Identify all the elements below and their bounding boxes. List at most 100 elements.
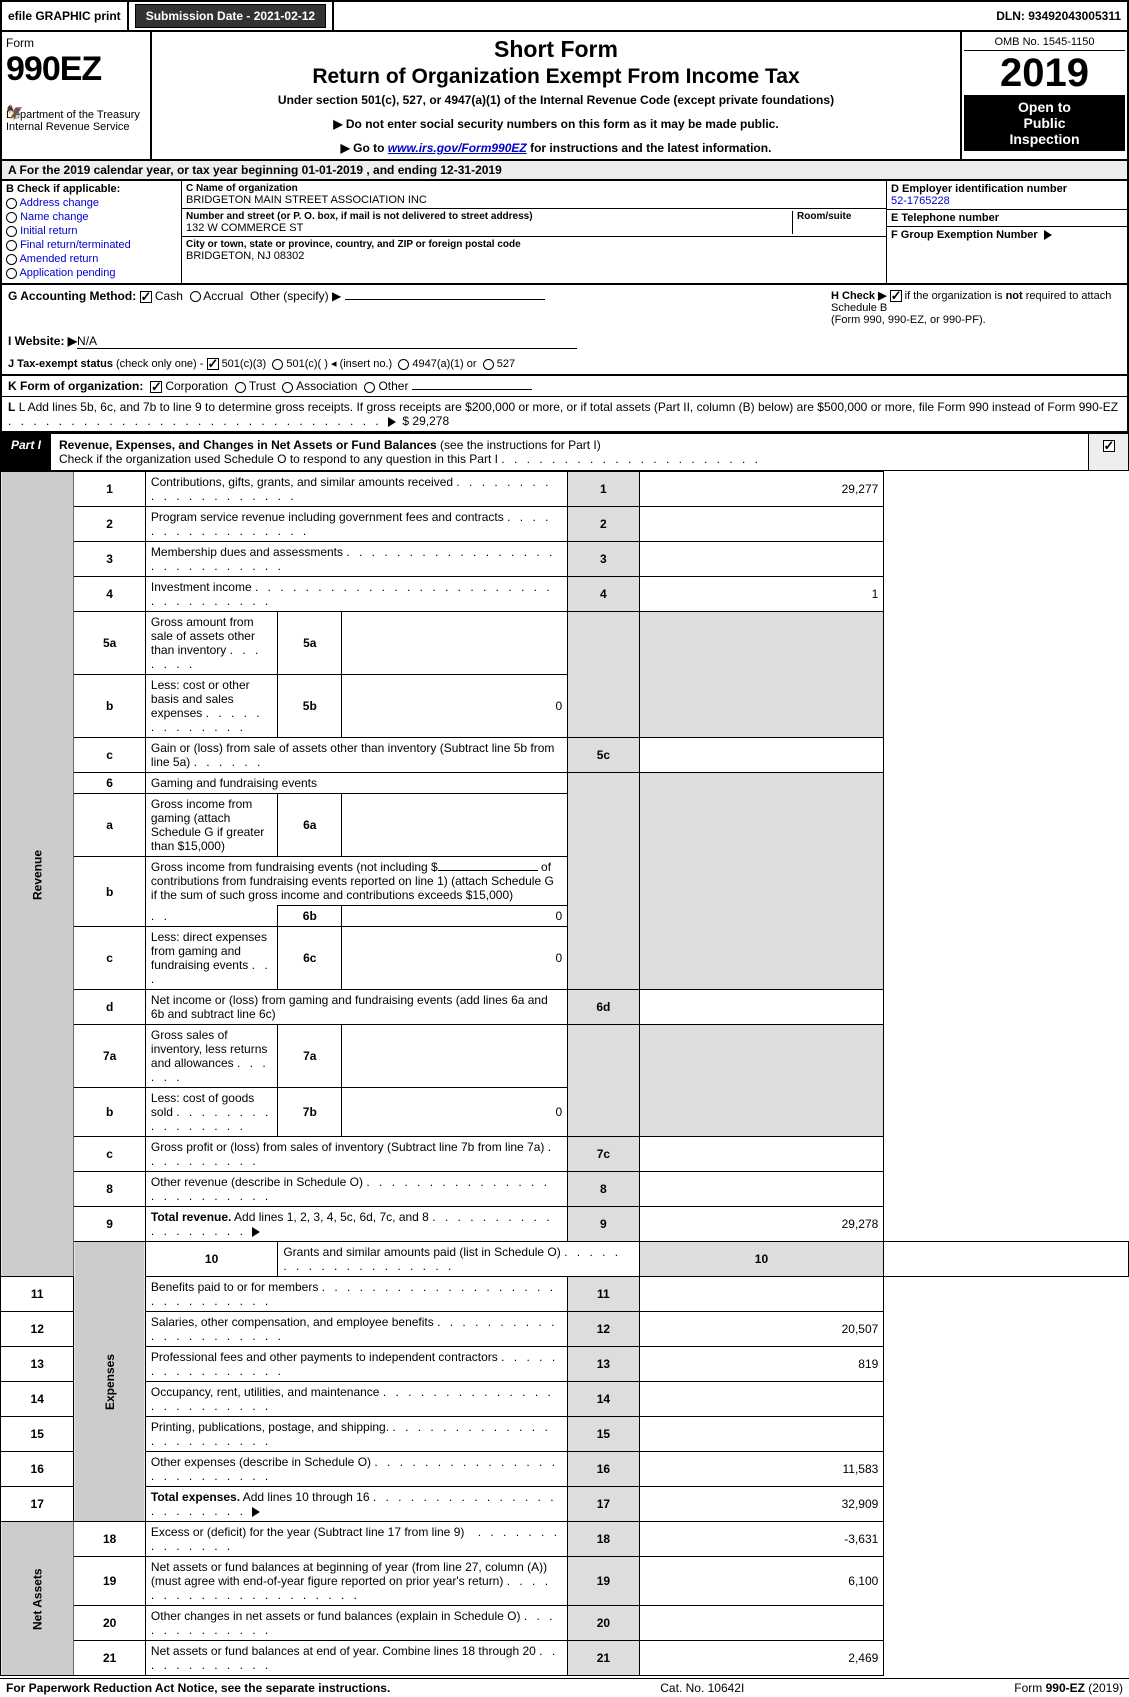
ln14-desc: Occupancy, rent, utilities, and maintena…	[145, 1382, 567, 1417]
j-label: J Tax-exempt status	[8, 358, 113, 370]
room-cell: Room/suite	[792, 211, 882, 234]
ln6d-amt	[639, 990, 884, 1025]
ln11-amt	[639, 1277, 884, 1312]
row-g-h: G Accounting Method: Cash Accrual Other …	[2, 285, 1127, 330]
chk-schedule-b[interactable]	[890, 290, 902, 302]
ln4-no: 4	[74, 577, 146, 612]
title-return: Return of Organization Exempt From Incom…	[160, 65, 952, 89]
row-line-6d: d Net income or (loss) from gaming and f…	[1, 990, 1129, 1025]
i-label: I Website: ▶	[8, 334, 77, 348]
row-line-9: 9 Total revenue. Add lines 1, 2, 3, 4, 5…	[1, 1207, 1129, 1242]
chk-schedule-o[interactable]	[1103, 440, 1115, 452]
part1-chk-cell	[1088, 434, 1128, 470]
ln6a-desc: Gross income from gaming (attach Schedul…	[145, 794, 277, 857]
chk-527[interactable]	[483, 359, 494, 370]
ln6a-no: a	[74, 794, 146, 857]
ln9-amt: 29,278	[639, 1207, 884, 1242]
ln13-no2: 13	[568, 1347, 640, 1382]
ln7b-desc: Less: cost of goods sold . . . . . . . .…	[145, 1088, 277, 1137]
k-trust: Trust	[249, 379, 276, 393]
open-l1: Open to	[1018, 99, 1071, 115]
dln-text: DLN: 93492043005311	[996, 9, 1121, 23]
section-b: B Check if applicable: Address change Na…	[2, 181, 182, 283]
chk-amended-return[interactable]: Amended return	[6, 253, 177, 265]
ln7c-txt: Gross profit or (loss) from sales of inv…	[151, 1140, 544, 1154]
row-line-21: 21 Net assets or fund balances at end of…	[1, 1641, 1129, 1676]
ln21-txt: Net assets or fund balances at end of ye…	[151, 1644, 536, 1658]
page-footer: For Paperwork Reduction Act Notice, see …	[0, 1678, 1129, 1697]
ln5b-no: b	[74, 675, 146, 738]
row-line-1: Revenue 1 Contributions, gifts, grants, …	[1, 472, 1129, 507]
org-name-row: C Name of organization BRIDGETON MAIN ST…	[182, 181, 886, 209]
row-line-16: 16 Other expenses (describe in Schedule …	[1, 1452, 1129, 1487]
chk-address-change[interactable]: Address change	[6, 197, 177, 209]
subtitle-ssn: ▶ Do not enter social security numbers o…	[160, 117, 952, 131]
insert-no: ◂ (insert no.)	[331, 358, 392, 370]
section-c: C Name of organization BRIDGETON MAIN ST…	[182, 181, 887, 283]
row-line-6: 6 Gaming and fundraising events	[1, 773, 1129, 794]
j-note: (check only one) -	[113, 358, 207, 370]
ln19-desc: Net assets or fund balances at beginning…	[145, 1557, 567, 1606]
ln11-no: 11	[1, 1277, 74, 1312]
part1-title: Revenue, Expenses, and Changes in Net As…	[51, 434, 1088, 470]
chk-accrual[interactable]	[190, 291, 201, 302]
h-txt5: (Form 990, 990-EZ, or 990-PF).	[831, 314, 986, 326]
chk-501c3[interactable]	[207, 358, 219, 370]
ln21-desc: Net assets or fund balances at end of ye…	[145, 1641, 567, 1676]
chk-501c[interactable]	[272, 359, 283, 370]
k-other-field[interactable]	[412, 389, 532, 390]
ln3-amt	[639, 542, 884, 577]
row-line-7b: b Less: cost of goods sold . . . . . . .…	[1, 1088, 1129, 1137]
form-990ez-page: efile GRAPHIC print Submission Date - 20…	[0, 0, 1129, 1697]
grey-5ab-amt	[639, 612, 884, 738]
chk-other[interactable]	[364, 382, 375, 393]
chk-cash[interactable]	[140, 291, 152, 303]
ln15-no: 15	[1, 1417, 74, 1452]
ln20-txt: Other changes in net assets or fund bala…	[151, 1609, 521, 1623]
other-label: Other (specify) ▶	[250, 289, 341, 303]
opt3: Final return/terminated	[20, 239, 131, 251]
chk-association[interactable]	[282, 382, 293, 393]
ln3-desc: Membership dues and assessments . . . . …	[145, 542, 567, 577]
ln15-amt	[639, 1417, 884, 1452]
chk-corporation[interactable]	[150, 381, 162, 393]
ln10-desc: Grants and similar amounts paid (list in…	[278, 1242, 639, 1277]
e-label: E Telephone number	[891, 212, 1123, 224]
omb-number: OMB No. 1545-1150	[964, 34, 1125, 51]
chk-4947[interactable]	[398, 359, 409, 370]
ln2-no: 2	[74, 507, 146, 542]
ln20-no2: 20	[568, 1606, 640, 1641]
opt4: Amended return	[19, 253, 98, 265]
ln6d-desc: Net income or (loss) from gaming and fun…	[145, 990, 567, 1025]
ln17-arrow-icon	[252, 1507, 260, 1517]
open-public-inspection: Open to Public Inspection	[964, 95, 1125, 151]
chk-trust[interactable]	[235, 382, 246, 393]
efile-text: efile GRAPHIC print	[8, 9, 121, 23]
ln14-txt: Occupancy, rent, utilities, and maintena…	[151, 1385, 380, 1399]
ln8-desc: Other revenue (describe in Schedule O) .…	[145, 1172, 567, 1207]
k-other: Other	[378, 379, 408, 393]
ln6-no: 6	[74, 773, 146, 794]
ln20-amt	[639, 1606, 884, 1641]
irs-link[interactable]: www.irs.gov/Form990EZ	[388, 141, 527, 155]
chk-name-change[interactable]: Name change	[6, 211, 177, 223]
row-line-8: 8 Other revenue (describe in Schedule O)…	[1, 1172, 1129, 1207]
website-field[interactable]: N/A	[77, 334, 577, 349]
ln6b-blank[interactable]	[438, 870, 538, 871]
other-specify-field[interactable]	[345, 299, 545, 300]
submission-date-button[interactable]: Submission Date - 2021-02-12	[135, 4, 326, 28]
footer-left: For Paperwork Reduction Act Notice, see …	[6, 1681, 390, 1695]
chk-initial-return[interactable]: Initial return	[6, 225, 177, 237]
ln6a-subamt	[342, 794, 568, 857]
grey-7	[568, 1025, 640, 1137]
chk-application-pending[interactable]: Application pending	[6, 267, 177, 279]
opt5: Application pending	[19, 267, 115, 279]
chk-final-return[interactable]: Final return/terminated	[6, 239, 177, 251]
ln16-no2: 16	[568, 1452, 640, 1487]
vert-expenses: Expenses	[74, 1242, 146, 1522]
ln6a-sub: 6a	[278, 794, 342, 857]
ln15-desc: Printing, publications, postage, and shi…	[145, 1417, 567, 1452]
irs-text: Internal Revenue Service	[6, 121, 130, 133]
row-line-13: 13 Professional fees and other payments …	[1, 1347, 1129, 1382]
fr-post: (2019)	[1085, 1681, 1123, 1695]
